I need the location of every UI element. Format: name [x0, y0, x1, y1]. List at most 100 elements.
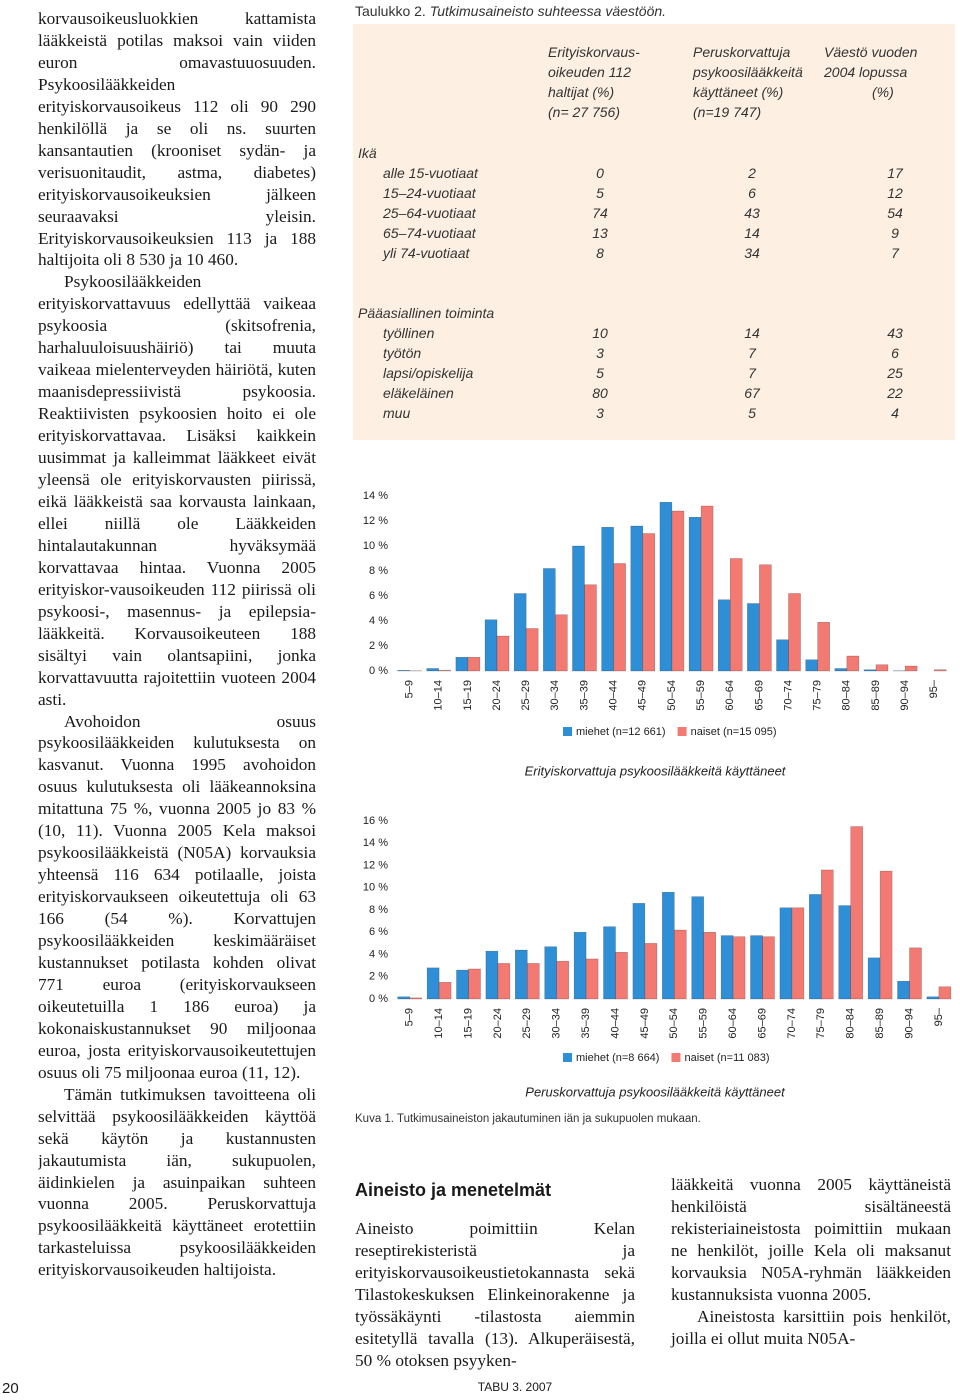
- bar: [838, 905, 851, 1000]
- cell: 34: [744, 245, 760, 261]
- row-label: työtön: [383, 345, 422, 361]
- x-tick-label: 75–79: [815, 1008, 827, 1039]
- legend-swatch: [563, 1053, 572, 1062]
- bar: [468, 968, 481, 1000]
- cell: 7: [891, 245, 899, 261]
- cell: 2: [748, 165, 756, 181]
- x-tick-label: 80–84: [841, 680, 853, 711]
- bar: [642, 533, 656, 672]
- bar: [863, 669, 877, 672]
- bar: [630, 525, 644, 672]
- bar: [601, 527, 614, 672]
- x-tick-label: 60–64: [727, 1008, 739, 1039]
- bar: [897, 980, 910, 1000]
- x-tick-label: 50–54: [668, 1008, 680, 1039]
- bar: [438, 982, 452, 1000]
- table-title-text: Tutkimusaineisto suhteessa väestöön.: [429, 3, 667, 19]
- y-tick-label: 6 %: [369, 590, 388, 602]
- bar: [879, 870, 893, 1000]
- bar: [544, 946, 557, 1000]
- cell: 4: [891, 405, 899, 421]
- legend-label: naiset (n=15 095): [691, 726, 777, 738]
- paragraph: Avohoidon osuus psykoosilääkkeiden kulut…: [38, 711, 316, 1082]
- bar: [674, 929, 687, 1000]
- y-tick-label: 12 %: [363, 859, 388, 871]
- x-tick-label: 70–74: [782, 680, 794, 711]
- bar: [613, 563, 626, 672]
- x-tick-label: 30–34: [551, 1008, 563, 1039]
- x-tick-label: 85–89: [870, 680, 882, 711]
- bar: [662, 891, 675, 1000]
- bar: [791, 907, 805, 1000]
- bar: [467, 657, 481, 672]
- cell: 54: [887, 205, 903, 221]
- paragraph: Psykoosilääkkeiden erityiskorvattavuus e…: [38, 272, 316, 709]
- bar: [809, 894, 822, 1000]
- y-tick-label: 2 %: [369, 640, 388, 652]
- bar: [585, 958, 599, 1000]
- column-header: 2004 lopussa: [824, 64, 908, 80]
- y-tick-label: 4 %: [369, 948, 388, 960]
- bar: [555, 614, 568, 672]
- chart-title: Erityiskorvattuja psykoosilääkkeitä käyt…: [525, 763, 787, 778]
- x-tick-label: 95–: [928, 679, 940, 698]
- y-tick-label: 4 %: [369, 615, 388, 627]
- x-tick-label: 40–44: [609, 1008, 621, 1039]
- cell: 3: [596, 405, 604, 421]
- legend-swatch: [677, 727, 687, 736]
- cell: 17: [887, 165, 903, 181]
- bar: [426, 967, 440, 1000]
- cell: 43: [744, 205, 760, 221]
- bar: [572, 545, 585, 672]
- y-tick-label: 8 %: [369, 904, 388, 916]
- x-tick-label: 5–9: [404, 1008, 416, 1026]
- row-label: työllinen: [383, 325, 435, 341]
- x-tick-label: 65–69: [753, 680, 765, 711]
- x-tick-label: 55–59: [698, 1008, 710, 1039]
- cell: 25: [887, 365, 903, 381]
- cell: 14: [744, 325, 760, 341]
- bar: [817, 622, 830, 672]
- x-tick-label: 90–94: [903, 1008, 915, 1039]
- x-tick-label: 15–19: [462, 1008, 474, 1039]
- bar: [455, 657, 469, 672]
- bar: [750, 935, 763, 1000]
- section-label: Pääasiallinen toiminta: [358, 305, 495, 321]
- y-tick-label: 2 %: [369, 971, 388, 983]
- cell: 80: [592, 385, 608, 401]
- cell: 8: [596, 245, 604, 261]
- cell: 43: [887, 325, 903, 341]
- bar: [732, 936, 746, 1000]
- x-tick-label: 95–: [933, 1007, 945, 1026]
- bar: [485, 950, 499, 1000]
- y-tick-label: 14 %: [363, 837, 388, 849]
- cell: 10: [592, 325, 608, 341]
- column-header: Erityiskorvaus-: [548, 44, 640, 60]
- x-tick-label: 50–54: [666, 680, 678, 711]
- table-background: [353, 24, 955, 440]
- cell: 6: [891, 345, 899, 361]
- paragraph: Tämän tutkimuksen tavoitteena oli selvit…: [38, 1084, 316, 1280]
- right-column: lääkkeitä vuonna 2005 käyttäneistä henki…: [671, 1174, 951, 1350]
- bar: [846, 655, 860, 672]
- bar: [904, 665, 918, 672]
- paragraph: lääkkeitä vuonna 2005 käyttäneistä henki…: [671, 1175, 951, 1304]
- column-header: (%): [872, 84, 894, 100]
- bar: [834, 668, 848, 672]
- column-header: Peruskorvattuja: [693, 44, 791, 60]
- bar: [644, 943, 658, 1000]
- x-tick-label: 35–39: [580, 1008, 592, 1039]
- bar: [497, 963, 511, 1000]
- cell: 7: [748, 365, 756, 381]
- bar: [484, 619, 498, 672]
- bar: [688, 517, 702, 672]
- cell: 9: [891, 225, 899, 241]
- x-tick-label: 20–24: [491, 680, 503, 711]
- y-tick-label: 0 %: [369, 993, 388, 1005]
- bar: [397, 670, 410, 672]
- column-header: Väestö vuoden: [824, 44, 918, 60]
- table-title: Taulukko 2. Tutkimusaineisto suhteessa v…: [355, 3, 666, 19]
- bar: [632, 903, 646, 1000]
- bar: [776, 639, 789, 672]
